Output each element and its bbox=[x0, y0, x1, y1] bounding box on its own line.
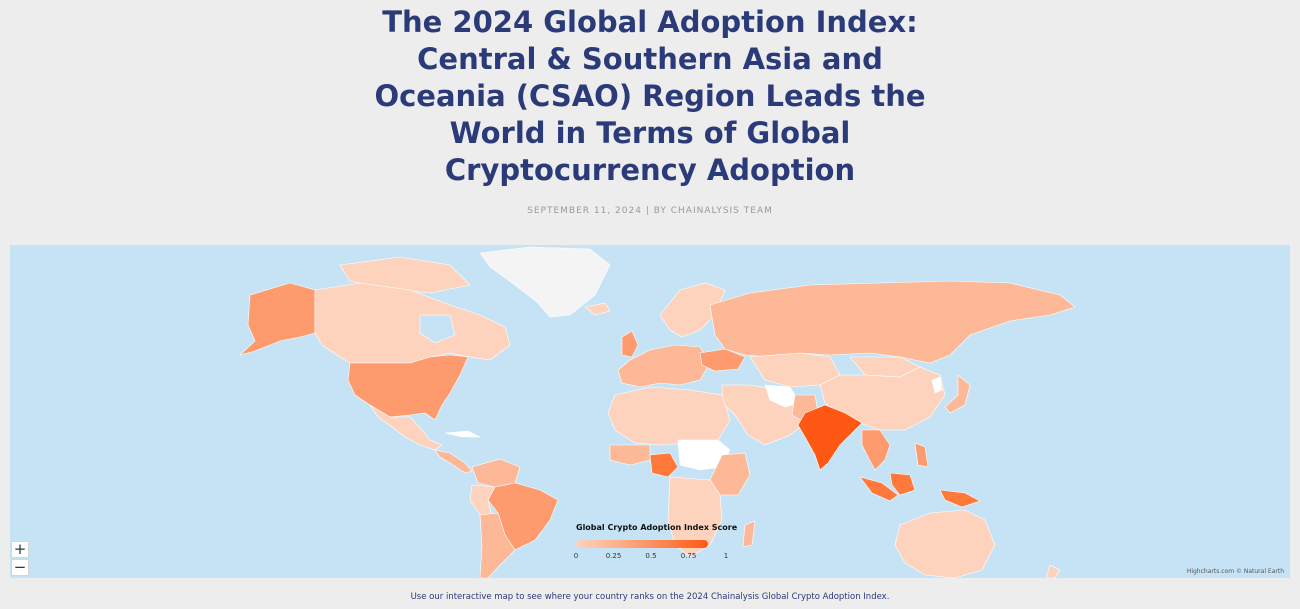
country-philippines[interactable] bbox=[914, 442, 929, 468]
country-iran-block[interactable] bbox=[764, 384, 801, 408]
country-borneo[interactable] bbox=[889, 472, 916, 496]
country-india[interactable] bbox=[797, 404, 863, 471]
country-russia[interactable] bbox=[709, 280, 1076, 364]
page-title: The 2024 Global Adoption Index: Central … bbox=[350, 4, 950, 189]
article-byline: SEPTEMBER 11, 2024 | BY CHAINALYSIS TEAM bbox=[527, 206, 773, 216]
country-north-korea[interactable] bbox=[931, 376, 943, 394]
country-brazil[interactable] bbox=[487, 482, 559, 551]
legend-ticks: 0 0.25 0.5 0.75 1 bbox=[573, 552, 729, 564]
country-western-europe[interactable] bbox=[617, 344, 711, 388]
country-canada[interactable] bbox=[314, 282, 511, 364]
map-legend: Global Crypto Adoption Index Score 0 0.2… bbox=[573, 523, 738, 564]
country-iceland[interactable] bbox=[584, 302, 611, 316]
zoom-out-button[interactable]: − bbox=[11, 559, 29, 576]
title-line: Oceania (CSAO) Region Leads the bbox=[374, 79, 926, 113]
country-usa[interactable] bbox=[347, 354, 469, 421]
title-line: The 2024 Global Adoption Index: bbox=[382, 5, 918, 39]
country-north-africa[interactable] bbox=[607, 386, 731, 446]
hudson-bay bbox=[419, 314, 456, 344]
world-map[interactable]: Global Crypto Adoption Index Score 0 0.2… bbox=[10, 245, 1290, 578]
legend-tick: 1 bbox=[723, 552, 729, 560]
country-japan[interactable] bbox=[944, 374, 971, 414]
country-uk[interactable] bbox=[621, 330, 639, 358]
legend-tick: 0.75 bbox=[680, 552, 697, 560]
map-credits[interactable]: Highcharts.com © Natural Earth bbox=[1186, 568, 1284, 575]
country-greenland[interactable] bbox=[479, 246, 611, 318]
legend-title: Global Crypto Adoption Index Score bbox=[576, 523, 738, 532]
zoom-in-button[interactable]: + bbox=[11, 541, 29, 558]
country-canada-islands[interactable] bbox=[339, 256, 471, 294]
country-papua[interactable] bbox=[939, 489, 981, 508]
title-line: Central & Southern Asia and bbox=[417, 42, 883, 76]
country-colombia-venezuela[interactable] bbox=[471, 458, 521, 488]
title-line: World in Terms of Global bbox=[449, 116, 851, 150]
map-caption: Use our interactive map to see where you… bbox=[410, 592, 890, 602]
legend-tick: 0.5 bbox=[645, 552, 657, 560]
country-argentina[interactable] bbox=[479, 512, 516, 578]
legend-tick: 0.25 bbox=[605, 552, 622, 560]
country-madagascar[interactable] bbox=[742, 520, 756, 548]
country-southern-africa[interactable] bbox=[667, 476, 723, 558]
country-australia[interactable] bbox=[894, 509, 996, 578]
country-nigeria[interactable] bbox=[649, 452, 679, 478]
title-line: Cryptocurrency Adoption bbox=[444, 153, 856, 187]
legend-tick: 0 bbox=[573, 552, 579, 560]
country-west-africa[interactable] bbox=[609, 444, 651, 466]
country-new-zealand[interactable] bbox=[1045, 564, 1061, 578]
choropleth-map[interactable] bbox=[10, 245, 1290, 578]
country-central-america[interactable] bbox=[434, 449, 473, 474]
country-indonesia[interactable] bbox=[859, 476, 899, 502]
country-vietnam-thailand[interactable] bbox=[861, 429, 891, 471]
country-alaska[interactable] bbox=[239, 282, 316, 356]
country-cuba[interactable] bbox=[444, 430, 481, 438]
legend-color-scale bbox=[576, 540, 708, 548]
country-mexico[interactable] bbox=[369, 404, 443, 451]
